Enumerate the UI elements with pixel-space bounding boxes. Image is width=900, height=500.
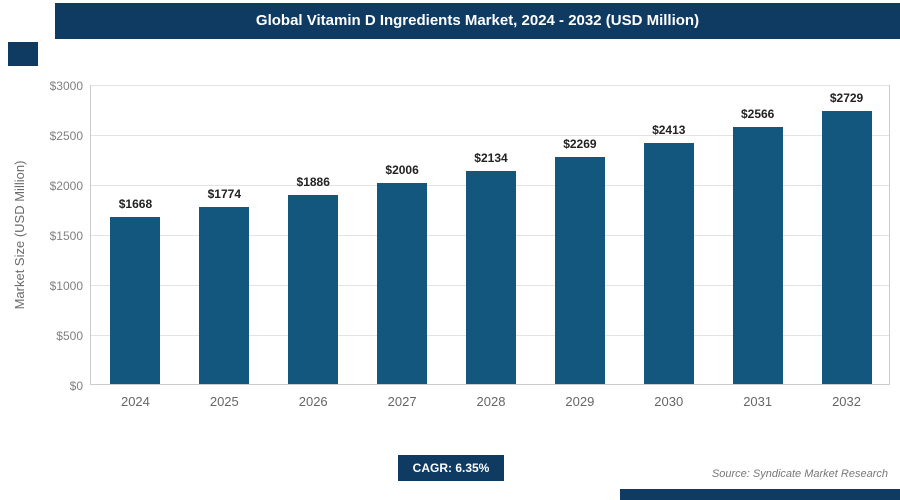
bar-2025: [199, 206, 250, 384]
gridline: [91, 135, 889, 136]
bar-slot: $2006: [358, 86, 447, 384]
bar-value-label: $1774: [207, 186, 241, 201]
bar-2026: [288, 195, 339, 384]
bar-slot: $1668: [91, 86, 180, 384]
y-tick-label: $2500: [49, 129, 83, 143]
logo-mark: [8, 42, 38, 66]
bar-2032: [821, 111, 872, 384]
x-tick-label: 2032: [832, 394, 861, 409]
y-axis-title: Market Size (USD Million): [12, 160, 27, 310]
bar-2027: [377, 183, 428, 384]
footer-accent-bar: [620, 489, 900, 500]
bar-slot: $2566: [713, 86, 802, 384]
x-tick-label: 2031: [743, 394, 773, 409]
y-tick-label: $1000: [49, 279, 83, 293]
bar-2031: [732, 127, 783, 384]
x-tick-label: 2025: [209, 394, 239, 409]
x-tick-label: 2029: [565, 394, 595, 409]
bar-2029: [554, 157, 605, 384]
bar-2028: [465, 170, 516, 384]
bar-slot: $2269: [535, 86, 624, 384]
bar-slot: $2413: [624, 86, 713, 384]
x-tick-label: 2027: [387, 394, 417, 409]
bar-value-label: $2413: [652, 122, 686, 137]
x-tick-label: 2030: [654, 394, 684, 409]
plot-area: $0 $500 $1000 $1500 $2000 $2500 $3000 $1668 2024…: [50, 79, 891, 409]
bar-value-label: $2269: [563, 137, 597, 152]
x-tick-label: 2028: [476, 394, 506, 409]
gridline: [91, 85, 889, 86]
y-tick-label: $3000: [49, 79, 83, 93]
bar-value-label: $1668: [118, 197, 153, 212]
bar-slot: $1886: [269, 86, 358, 384]
x-tick-label: 2024: [120, 394, 150, 409]
x-tick-label: 2026: [298, 394, 328, 409]
y-tick-label: $1500: [49, 229, 83, 243]
bar-value-label: $1886: [296, 175, 330, 190]
y-tick-label: $500: [56, 329, 83, 343]
bar-slot: $2729: [802, 86, 891, 384]
bar-value-label: $2134: [474, 150, 508, 165]
bar-value-label: $2566: [740, 107, 775, 122]
chart-title: Global Vitamin D Ingredients Market, 202…: [55, 3, 900, 39]
source-note: Source: Syndicate Market Research: [711, 468, 888, 480]
bar-slot: $2134: [447, 86, 536, 384]
bar-value-label: $2006: [385, 163, 419, 178]
y-tick-label: $0: [69, 379, 83, 393]
bar-slot: $1774: [180, 86, 269, 384]
bar-value-label: $2729: [829, 91, 864, 106]
bar-2024: [110, 217, 161, 384]
cagr-badge: CAGR: 6.35%: [398, 455, 504, 481]
y-tick-label: $2000: [49, 179, 83, 193]
bar-2030: [643, 142, 694, 384]
